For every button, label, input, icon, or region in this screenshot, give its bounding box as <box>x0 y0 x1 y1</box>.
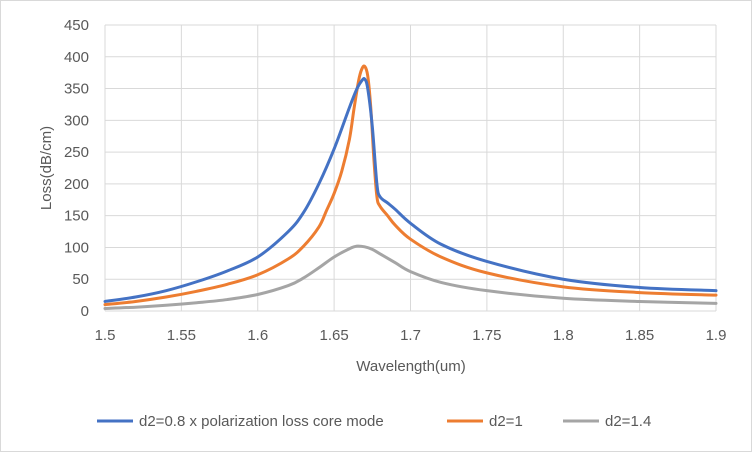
series-line-1 <box>103 77 718 303</box>
y-tick-label: 300 <box>64 112 89 129</box>
x-tick-label: 1.75 <box>472 327 501 344</box>
x-tick-label: 1.7 <box>400 327 421 344</box>
y-tick-labels: 0 50 100 150 200 250 300 350 400 450 <box>64 17 89 320</box>
legend-label-1: d2=0.8 x polarization loss core mode <box>139 413 384 430</box>
y-tick-label: 450 <box>64 17 89 34</box>
x-tick-label: 1.55 <box>167 327 196 344</box>
y-tick-label: 200 <box>64 176 89 193</box>
series-line-2 <box>103 64 718 307</box>
x-tick-label: 1.5 <box>95 327 116 344</box>
legend: d2=0.8 x polarization loss core mode d2=1… <box>97 413 651 430</box>
x-tick-label: 1.85 <box>625 327 654 344</box>
x-axis-title: Wavelength(um) <box>356 358 465 375</box>
series-lines <box>103 64 718 310</box>
y-tick-label: 100 <box>64 239 89 256</box>
legend-label-3: d2=1.4 <box>605 413 651 430</box>
x-tick-labels: 1.5 1.55 1.6 1.65 1.7 1.75 1.8 1.85 1.9 <box>95 327 727 344</box>
gridlines <box>104 24 717 312</box>
y-tick-label: 350 <box>64 81 89 98</box>
y-tick-label: 250 <box>64 144 89 161</box>
series-line-3 <box>103 244 718 310</box>
legend-label-2: d2=1 <box>489 413 523 430</box>
y-axis-title: Loss(dB/cm) <box>38 126 55 210</box>
y-tick-label: 150 <box>64 208 89 225</box>
x-tick-label: 1.9 <box>706 327 727 344</box>
x-tick-label: 1.8 <box>553 327 574 344</box>
y-tick-label: 50 <box>72 271 89 288</box>
y-tick-label: 0 <box>81 303 89 320</box>
x-tick-label: 1.65 <box>320 327 349 344</box>
y-tick-label: 400 <box>64 49 89 66</box>
x-tick-label: 1.6 <box>247 327 268 344</box>
